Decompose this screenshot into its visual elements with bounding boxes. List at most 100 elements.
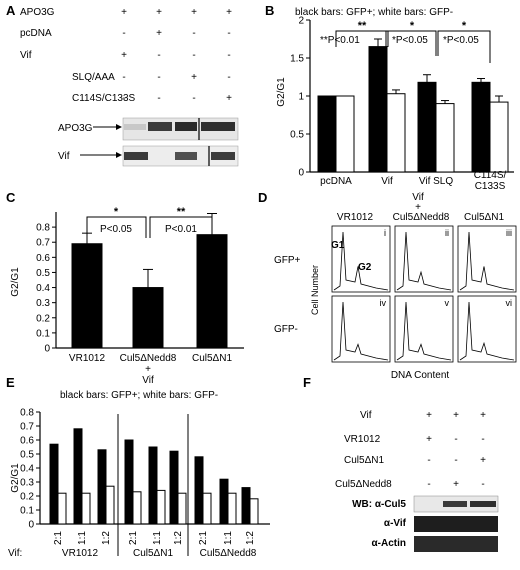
f-row-label: VR1012 — [344, 434, 381, 445]
d-peak-label: G1 — [331, 240, 345, 251]
a-blot-label-vif: Vif — [58, 151, 70, 162]
c-annotation: P<0.05 — [100, 224, 132, 235]
e-ytick-label: 0.4 — [20, 464, 34, 475]
e-ratio-label: 2:1 — [53, 531, 64, 545]
e-bar — [105, 485, 115, 525]
a-mark: + — [226, 93, 232, 104]
d-roman-label: i — [384, 228, 386, 238]
e-bar — [97, 449, 107, 525]
e-ytick-label: 0.2 — [20, 492, 34, 503]
c-ytick-label: 0.1 — [36, 328, 50, 339]
f-blot-label: α-Actin — [372, 538, 406, 549]
d-histogram-trace — [333, 301, 389, 361]
d-roman-label: iii — [506, 228, 512, 238]
b-category-line: C133S — [475, 181, 506, 192]
f-mark: + — [426, 434, 432, 445]
e-bar — [249, 498, 259, 525]
b-bar — [335, 95, 355, 173]
e-ytick-label: 0.5 — [20, 450, 34, 461]
c-category-label: Cul5ΔN1 — [192, 353, 232, 364]
e-bar — [194, 456, 204, 525]
a-mark: - — [192, 28, 195, 39]
e-ratio-label: 1:2 — [245, 531, 256, 545]
a-mark: + — [191, 72, 197, 83]
d-col-label: Cul5ΔN1 — [464, 212, 504, 223]
d-roman-label: vi — [506, 298, 513, 308]
e-bar — [148, 446, 158, 525]
e-bar — [169, 450, 179, 525]
panel-letter-e: E — [6, 375, 15, 390]
e-bar — [81, 492, 91, 525]
c-bar — [196, 234, 228, 349]
panel-d-flow-cytometry: Vif + VR1012 Cul5ΔNedd8 Cul5ΔN1 GFP+ GFP… — [274, 192, 517, 381]
c-ytick-label: 0.4 — [36, 283, 50, 294]
b-bar — [489, 101, 509, 173]
e-ratio-label: 1:2 — [101, 531, 112, 545]
a-mark: - — [192, 50, 195, 61]
d-histogram-trace — [396, 301, 452, 361]
f-mark: - — [427, 455, 430, 466]
d-row-label: GFP- — [274, 324, 298, 335]
e-bar — [177, 492, 187, 525]
b-category-line: C114S/ — [474, 170, 507, 181]
a-row-label: Vif — [20, 50, 32, 61]
f-mark: - — [427, 479, 430, 490]
a-mark: - — [157, 72, 160, 83]
panel-letter-b: B — [265, 3, 274, 18]
e-bar — [219, 478, 229, 525]
d-histogram-trace — [459, 301, 515, 361]
e-bar — [241, 487, 251, 525]
b-category-label: C114S/C133S — [474, 170, 507, 192]
a-mark: - — [227, 72, 230, 83]
b-bar — [317, 95, 337, 173]
a-mark: - — [157, 93, 160, 104]
c-annotation: + — [145, 364, 151, 375]
d-histogram-trace — [459, 231, 515, 291]
b-title: black bars: GFP+; white bars: GFP- — [295, 7, 453, 18]
a-mark: + — [191, 7, 197, 18]
a-mark: + — [121, 50, 127, 61]
panel-a-western-blot: APO3G pcDNA Vif SLQ/AAA C114S/C133S + + … — [20, 7, 239, 167]
d-histogram-trace — [333, 231, 389, 291]
panel-b-chart: black bars: GFP+; white bars: GFP- G2/G1… — [276, 7, 514, 192]
c-annotation: P<0.01 — [165, 224, 197, 235]
a-mark: + — [121, 7, 127, 18]
e-ylabel: G2/G1 — [10, 463, 21, 493]
c-category-label: VR1012 — [69, 353, 106, 364]
b-ytick-label: 0 — [298, 168, 304, 179]
c-ytick-label: 0.2 — [36, 313, 50, 324]
b-annotation: **P<0.01 — [320, 35, 360, 46]
e-bar — [124, 439, 134, 525]
b-bar — [386, 93, 406, 173]
d-header: Vif — [412, 192, 424, 203]
d-col-label: VR1012 — [337, 212, 374, 223]
panel-c-chart: G2/G1 0 0.1 0.2 0.3 0.4 0.5 0.6 0.7 0.8 VR1012 C… — [10, 206, 244, 386]
f-row-label: Vif — [360, 410, 372, 421]
d-xlabel: DNA Content — [391, 370, 450, 381]
c-annotation: * — [114, 206, 119, 218]
panel-letter-a: A — [6, 3, 16, 18]
c-ytick-label: 0.8 — [36, 223, 50, 234]
e-bar — [132, 491, 142, 525]
a-row-label: pcDNA — [20, 28, 52, 39]
d-roman-label: iv — [380, 298, 387, 308]
a-mark: - — [122, 28, 125, 39]
d-col-label: Cul5ΔNedd8 — [393, 212, 450, 223]
a-mark: - — [122, 93, 125, 104]
b-category-label: Vif SLQ — [419, 176, 453, 187]
a-mark: + — [156, 28, 162, 39]
e-ratio-label: 1:1 — [223, 531, 234, 545]
e-ytick-label: 0.7 — [20, 422, 34, 433]
e-bar — [202, 492, 212, 525]
a-row-label: SLQ/AAA — [72, 72, 115, 83]
c-ytick-label: 0 — [44, 344, 50, 355]
f-blot-label: WB: α-Cul5 — [352, 499, 406, 510]
e-bar — [49, 443, 59, 525]
d-row-label: GFP+ — [274, 255, 301, 266]
c-category-label: Cul5ΔNedd8 — [120, 353, 177, 364]
f-mark: - — [454, 455, 457, 466]
b-annotation: *P<0.05 — [443, 35, 479, 46]
e-bar — [73, 428, 83, 525]
f-row-label: Cul5ΔN1 — [344, 455, 384, 466]
f-mark: + — [480, 455, 486, 466]
